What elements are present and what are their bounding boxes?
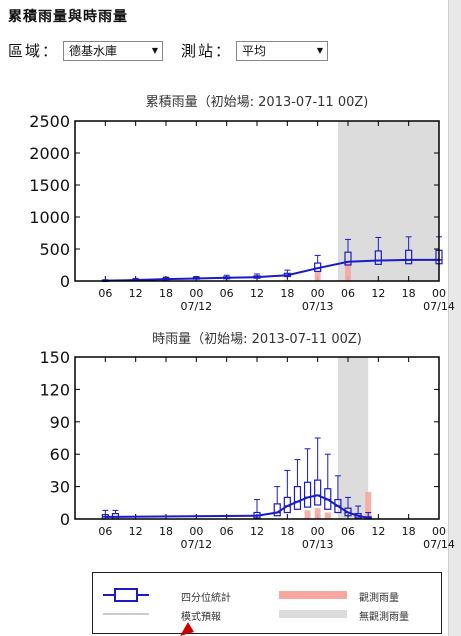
chart2-box [303, 481, 312, 508]
filter-controls: 區域： 德基水庫 ▼ 測站： 平均 ▼ [8, 40, 346, 61]
station-select-value: 平均 [242, 44, 267, 58]
legend-observed-rain: 觀測雨量 [359, 593, 399, 604]
chart1-box [374, 250, 382, 265]
chart1-xtick-label: 12 [250, 287, 264, 300]
chart2-ytick-label: 60 [50, 445, 70, 464]
chart2-xtick-label: 06 [341, 525, 355, 538]
chart1-xtick-label: 06 [341, 287, 355, 300]
chart1-ytick-label: 1000 [29, 208, 70, 227]
chart2-box [314, 479, 322, 506]
chart2-median-line [105, 494, 369, 519]
chart2-date-label: 07/14 [423, 538, 455, 551]
chart2-title: 時雨量（初始場: 2013-07-11 00Z) [152, 332, 362, 347]
chart1-observed-bar [314, 271, 321, 281]
chart2-xtick-label: 00 [432, 525, 446, 538]
chart2-no-obs-band [337, 357, 369, 519]
chart2-date-label: 07/12 [180, 538, 212, 551]
pointer-arrow-icon [180, 622, 194, 636]
chart1-date-label: 07/12 [180, 300, 212, 313]
chart2-xtick-label: 12 [129, 525, 143, 538]
chart1-xtick-label: 06 [220, 287, 234, 300]
chevron-down-icon: ▼ [316, 46, 324, 55]
scrollbar[interactable] [448, 0, 461, 636]
chart1-xtick-label: 18 [402, 287, 416, 300]
chart1-xtick-label: 06 [98, 287, 112, 300]
chart2-box [273, 503, 281, 517]
chart1-ytick-label: 2500 [29, 112, 70, 131]
chart-legend: 四分位統計 模式預報 觀測雨量 無觀測雨量 [92, 572, 442, 634]
chart1-frame [74, 120, 440, 282]
chart1-date-label: 07/14 [423, 300, 455, 313]
chart1-observed-bar [345, 263, 351, 281]
chart2-xtick-label: 06 [220, 525, 234, 538]
chart2-ytick-label: 120 [39, 380, 70, 399]
chart1-ytick-label: 0 [60, 272, 70, 291]
chart1-median-line [105, 258, 439, 282]
chart1-box [405, 249, 413, 265]
chart1-ytick-label: 1500 [29, 176, 70, 195]
chart1-xtick-label: 18 [280, 287, 294, 300]
chart2-observed-bar [314, 508, 321, 519]
chart1-xtick-label: 18 [159, 287, 173, 300]
chart2-xtick-label: 00 [189, 525, 203, 538]
chart2-date-label: 07/13 [302, 538, 334, 551]
chart2-observed-bar [304, 510, 311, 519]
chart1-date-label: 07/13 [302, 300, 334, 313]
station-label: 測站： [181, 42, 233, 60]
chart2-ytick-label: 30 [50, 478, 70, 497]
region-select[interactable]: 德基水庫 ▼ [63, 40, 164, 61]
chart2-xtick-label: 12 [250, 525, 264, 538]
chart1-no-obs-band [337, 121, 439, 281]
chart2-xtick-label: 18 [280, 525, 294, 538]
region-label: 區域： [8, 42, 60, 60]
chart1-ytick-label: 500 [39, 240, 70, 259]
chart2-xtick-label: 06 [98, 525, 112, 538]
chart1-box [344, 251, 352, 266]
chart1-xtick-label: 00 [432, 287, 446, 300]
chart2-ytick-label: 150 [39, 348, 70, 367]
chart1-ytick-label: 2000 [29, 144, 70, 163]
chart1-xtick-label: 12 [129, 287, 143, 300]
page-title: 累積雨量與時雨量 [8, 9, 128, 25]
chart1-title: 累積雨量（初始場: 2013-07-11 00Z) [146, 95, 369, 110]
chart2-observed-bar [324, 512, 331, 519]
chart1-xtick-label: 00 [189, 287, 203, 300]
region-select-value: 德基水庫 [69, 44, 118, 58]
chevron-down-icon: ▼ [151, 46, 159, 55]
chart2-frame [74, 356, 440, 520]
chart2-observed-bar [365, 492, 372, 519]
chart2-xtick-label: 12 [371, 525, 385, 538]
chart2-ytick-label: 90 [50, 413, 70, 432]
chart2-xtick-label: 18 [402, 525, 416, 538]
chart2-box [293, 486, 302, 510]
chart1-xtick-label: 12 [371, 287, 385, 300]
chart2-ytick-label: 0 [60, 510, 70, 529]
chart2-xtick-label: 00 [311, 525, 325, 538]
chart2-xtick-label: 18 [159, 525, 173, 538]
legend-no-observed-rain: 無觀測雨量 [359, 612, 409, 623]
chart1-xtick-label: 00 [311, 287, 325, 300]
legend-quartile-stats: 四分位統計 [181, 593, 231, 604]
station-select[interactable]: 平均 ▼ [236, 40, 329, 61]
legend-model-forecast: 模式預報 [181, 612, 221, 623]
